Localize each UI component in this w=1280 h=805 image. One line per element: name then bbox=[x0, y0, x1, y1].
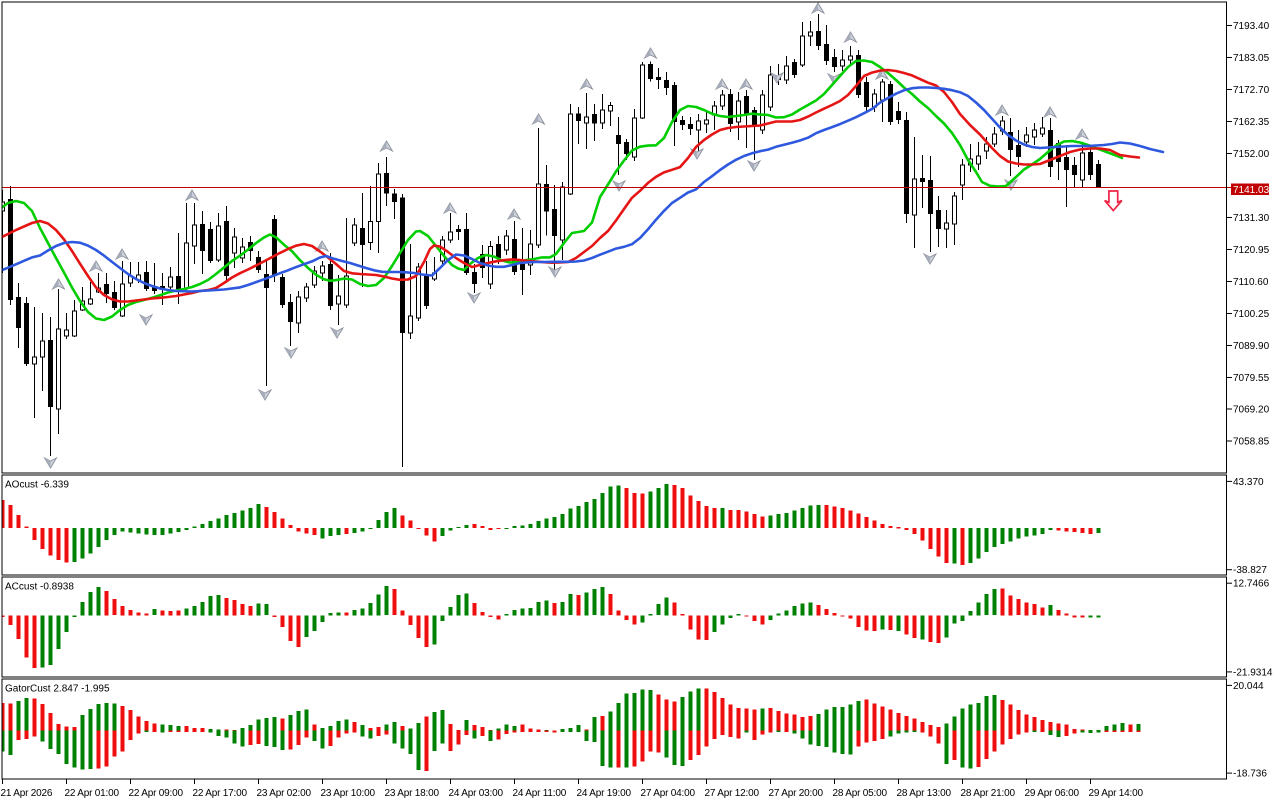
svg-text:7162.35: 7162.35 bbox=[1233, 117, 1270, 128]
svg-text:29 Apr 14:00: 29 Apr 14:00 bbox=[1089, 788, 1144, 799]
svg-text:7089.90: 7089.90 bbox=[1233, 341, 1270, 352]
svg-text:28 Apr 05:00: 28 Apr 05:00 bbox=[833, 788, 888, 799]
svg-text:12.7466: 12.7466 bbox=[1233, 579, 1270, 590]
svg-text:ACcust -0.8938: ACcust -0.8938 bbox=[5, 582, 74, 593]
svg-text:24 Apr 11:00: 24 Apr 11:00 bbox=[513, 788, 567, 799]
svg-text:7100.25: 7100.25 bbox=[1233, 309, 1270, 320]
svg-text:23 Apr 18:00: 23 Apr 18:00 bbox=[385, 788, 440, 799]
svg-text:28 Apr 13:00: 28 Apr 13:00 bbox=[897, 788, 952, 799]
svg-text:24 Apr 03:00: 24 Apr 03:00 bbox=[449, 788, 504, 799]
svg-text:21 Apr 2026: 21 Apr 2026 bbox=[1, 788, 53, 799]
svg-text:23 Apr 02:00: 23 Apr 02:00 bbox=[257, 788, 312, 799]
svg-text:28 Apr 21:00: 28 Apr 21:00 bbox=[961, 788, 1016, 799]
svg-text:24 Apr 19:00: 24 Apr 19:00 bbox=[577, 788, 632, 799]
svg-text:-21.9314: -21.9314 bbox=[1233, 667, 1273, 678]
svg-text:7152.00: 7152.00 bbox=[1233, 149, 1270, 160]
svg-text:27 Apr 20:00: 27 Apr 20:00 bbox=[769, 788, 824, 799]
svg-text:7172.70: 7172.70 bbox=[1233, 85, 1270, 96]
svg-text:-38.827: -38.827 bbox=[1233, 565, 1267, 576]
svg-text:7069.20: 7069.20 bbox=[1233, 405, 1270, 416]
svg-text:27 Apr 12:00: 27 Apr 12:00 bbox=[705, 788, 760, 799]
svg-text:43.370: 43.370 bbox=[1233, 477, 1264, 488]
svg-text:20.044: 20.044 bbox=[1233, 681, 1264, 692]
svg-text:22 Apr 17:00: 22 Apr 17:00 bbox=[193, 788, 248, 799]
svg-text:23 Apr 10:00: 23 Apr 10:00 bbox=[321, 788, 376, 799]
svg-text:AOcust -6.339: AOcust -6.339 bbox=[5, 480, 69, 491]
svg-text:7193.40: 7193.40 bbox=[1233, 21, 1270, 32]
svg-text:7058.85: 7058.85 bbox=[1233, 437, 1270, 448]
svg-text:7131.30: 7131.30 bbox=[1233, 213, 1270, 224]
svg-text:7120.95: 7120.95 bbox=[1233, 245, 1270, 256]
svg-text:7079.55: 7079.55 bbox=[1233, 373, 1270, 384]
svg-text:-18.736: -18.736 bbox=[1233, 769, 1267, 780]
svg-text:29 Apr 06:00: 29 Apr 06:00 bbox=[1025, 788, 1080, 799]
svg-text:GatorCust 2.847 -1.995: GatorCust 2.847 -1.995 bbox=[5, 684, 110, 695]
svg-text:7183.05: 7183.05 bbox=[1233, 53, 1270, 64]
svg-text:7110.60: 7110.60 bbox=[1233, 277, 1269, 288]
svg-text:27 Apr 04:00: 27 Apr 04:00 bbox=[641, 788, 696, 799]
svg-text:7141.03: 7141.03 bbox=[1233, 185, 1270, 196]
svg-text:22 Apr 09:00: 22 Apr 09:00 bbox=[129, 788, 184, 799]
svg-text:22 Apr 01:00: 22 Apr 01:00 bbox=[65, 788, 120, 799]
